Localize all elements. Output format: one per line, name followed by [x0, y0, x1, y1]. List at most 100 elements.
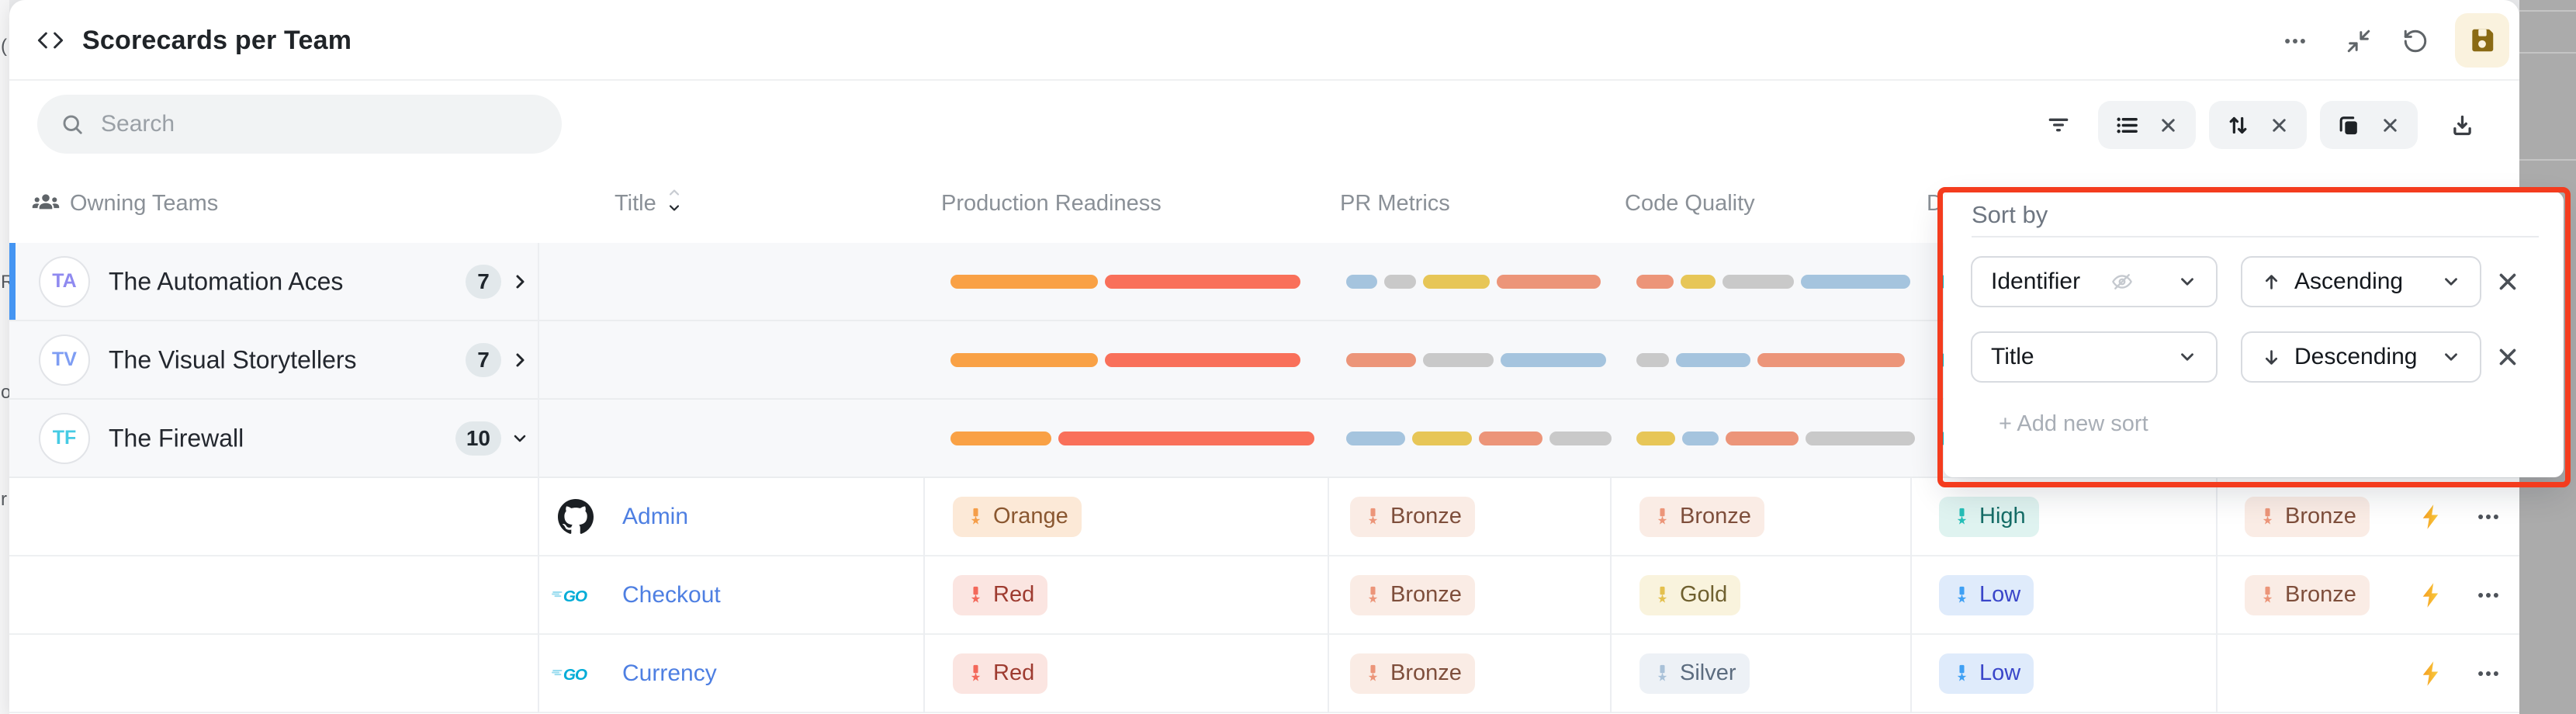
scorecard-link[interactable]: Admin [622, 503, 689, 529]
download-icon[interactable] [2450, 113, 2475, 138]
scorecard-row: Admin Orange Bronze Bronze High Bronze [9, 478, 2519, 556]
medal-icon [1952, 585, 1972, 605]
remove-sort-icon[interactable] [2495, 344, 2521, 370]
filter-icon[interactable] [2046, 113, 2071, 137]
sort-rule-row: Identifier Ascending [1944, 256, 2564, 307]
sort-direction-select[interactable]: Ascending [2241, 256, 2481, 307]
score-badge: Bronze [2245, 496, 2370, 537]
column-divider [1328, 478, 1329, 713]
production-readiness-bar [950, 274, 1300, 289]
scorecard-row: Currency Red Bronze Silver Low [9, 635, 2519, 713]
dismiss-list-view-icon[interactable] [2158, 115, 2179, 136]
pr-metrics-badge: Bronze [1350, 574, 1475, 615]
column-header-title[interactable]: Title [615, 191, 656, 216]
code-quality-badge: Bronze [1639, 496, 1764, 537]
more-options-icon[interactable] [2282, 28, 2308, 54]
avatar: TV [39, 334, 90, 386]
code-quality-bar [1636, 431, 1915, 445]
chevron-down-icon [2177, 347, 2197, 367]
add-new-sort-button[interactable]: + Add new sort [1999, 411, 2148, 436]
scorecard-link[interactable]: Checkout [622, 581, 721, 608]
score-badge: Bronze [2245, 574, 2370, 615]
team-name[interactable]: The Visual Storytellers [109, 345, 357, 373]
medal-icon [1363, 585, 1383, 605]
code-quality-bar [1636, 274, 1910, 289]
undo-icon[interactable] [2402, 28, 2429, 54]
medal-icon [966, 664, 985, 683]
pr-metrics-bar [1346, 431, 1612, 445]
sort-panel-title: Sort by [1972, 201, 2048, 228]
pr-metrics-badge: Bronze [1350, 653, 1475, 694]
chevron-right-icon[interactable] [511, 351, 529, 369]
production-readiness-badge: Orange [953, 496, 1082, 537]
sort-field-select[interactable]: Title [1971, 331, 2218, 383]
avatar: TA [39, 255, 90, 307]
eye-off-icon [2111, 271, 2133, 293]
team-name[interactable]: The Firewall [109, 424, 244, 452]
list-view-chip[interactable] [2098, 101, 2196, 149]
scorecard-link[interactable]: Currency [622, 660, 717, 686]
medal-icon [1952, 507, 1972, 526]
row-more-icon[interactable] [2470, 582, 2506, 608]
sort-field-select[interactable]: Identifier [1971, 256, 2218, 307]
lightning-icon[interactable] [2418, 501, 2446, 532]
sort-panel: Sort by Identifier Ascending Title D [1944, 192, 2564, 477]
code-quality-badge: Gold [1639, 574, 1741, 615]
chevron-down-icon[interactable] [511, 429, 529, 448]
medal-icon [2258, 585, 2277, 605]
scorecard-row: Checkout Red Bronze Gold Low Bronze [9, 556, 2519, 635]
arrow-up-icon [2261, 272, 2282, 293]
chevron-down-icon [2441, 272, 2461, 292]
title-bar: Scorecards per Team [9, 0, 2519, 81]
sort-chip[interactable] [2209, 101, 2307, 149]
medal-icon [1952, 664, 1972, 683]
save-icon [2467, 26, 2497, 55]
caret-up-icon [666, 185, 683, 200]
column-header-owning-teams[interactable]: Owning Teams [70, 191, 219, 216]
avatar: TF [39, 412, 90, 464]
pr-metrics-badge: Bronze [1350, 496, 1475, 537]
production-readiness-bar [950, 431, 1314, 445]
dismiss-group-icon[interactable] [2380, 115, 2401, 136]
medal-icon [966, 585, 985, 605]
chevron-right-icon[interactable] [511, 272, 529, 291]
remove-sort-icon[interactable] [2495, 269, 2521, 295]
column-header-pr-metrics[interactable]: PR Metrics [1340, 191, 1450, 216]
team-name[interactable]: The Automation Aces [109, 267, 344, 295]
lightning-icon[interactable] [2418, 580, 2446, 611]
divider [1972, 236, 2539, 237]
medal-icon [2258, 507, 2277, 526]
count-badge: 7 [466, 264, 501, 299]
code-icon [35, 26, 66, 54]
group-chip[interactable] [2320, 101, 2418, 149]
medal-icon [1653, 664, 1672, 683]
column-divider [1910, 478, 1912, 713]
pr-metrics-bar [1346, 274, 1601, 289]
golang-icon [551, 662, 601, 685]
priority-badge: Low [1939, 574, 2034, 615]
title-sort-indicator[interactable] [666, 185, 683, 219]
column-header-code-quality[interactable]: Code Quality [1625, 191, 1755, 216]
collapse-icon[interactable] [2346, 28, 2372, 54]
chevron-down-icon [2441, 347, 2461, 367]
column-header-production-readiness[interactable]: Production Readiness [941, 191, 1162, 216]
row-more-icon[interactable] [2470, 504, 2506, 530]
medal-icon [966, 507, 985, 526]
search-icon [61, 113, 84, 136]
row-more-icon[interactable] [2470, 660, 2506, 687]
search-input[interactable]: Search [37, 95, 562, 154]
sort-direction-select[interactable]: Descending [2241, 331, 2481, 383]
pr-metrics-bar [1346, 352, 1606, 367]
background-page-left-sliver: ( R o r [0, 0, 9, 714]
count-badge: 10 [455, 421, 501, 456]
code-quality-bar [1636, 352, 1905, 367]
column-divider [538, 243, 539, 713]
golang-icon [551, 584, 601, 607]
arrow-down-icon [2261, 347, 2282, 368]
lightning-icon[interactable] [2418, 658, 2446, 689]
column-header-clipped[interactable]: D [1927, 191, 1943, 216]
dismiss-sort-icon[interactable] [2269, 115, 2290, 136]
sort-arrows-icon [2226, 113, 2250, 137]
save-button[interactable] [2455, 13, 2509, 68]
